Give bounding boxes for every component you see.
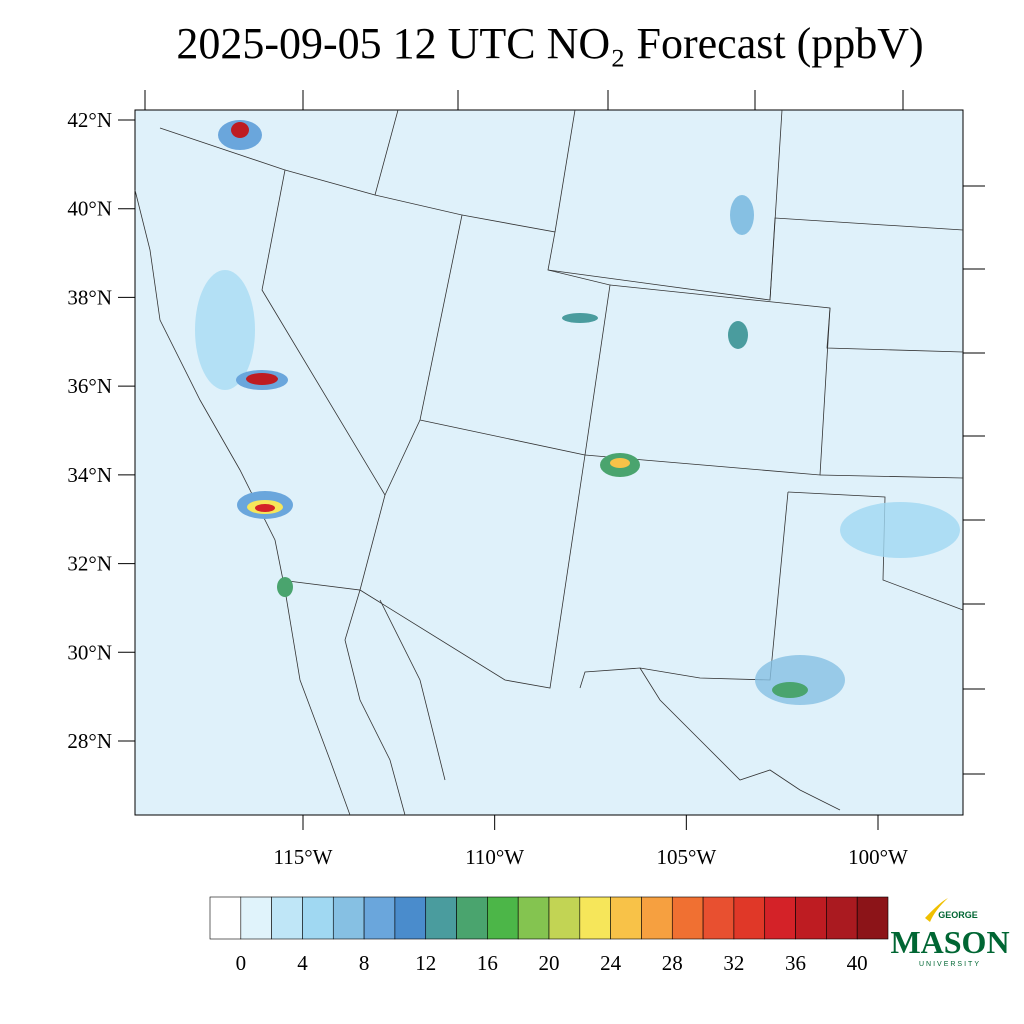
lat-label: 42°N	[67, 108, 112, 132]
colorbar-box	[641, 896, 673, 940]
logo: GEORGE MASON UNIVERSITY	[890, 898, 1010, 968]
colorbar-box	[795, 896, 827, 940]
lon-label: 110°W	[465, 845, 524, 869]
colorbar-box	[856, 896, 889, 940]
lat-label: 40°N	[67, 197, 112, 221]
lat-label: 30°N	[67, 640, 112, 664]
lat-label: 32°N	[67, 552, 112, 576]
colorbar-box	[271, 896, 303, 940]
map-area	[134, 109, 964, 816]
colorbar: 0 4 8 12 16 20 24 28 32 36 40	[209, 896, 889, 975]
colorbar-label: 32	[723, 951, 744, 975]
colorbar-box	[826, 896, 858, 940]
colorbar-label: 16	[477, 951, 498, 975]
lon-label: 100°W	[848, 845, 908, 869]
colorbar-box	[394, 896, 427, 940]
logo-bottom: UNIVERSITY	[919, 961, 981, 968]
colorbar-label: 4	[297, 951, 308, 975]
hotspots	[195, 120, 960, 705]
lat-label: 36°N	[67, 374, 112, 398]
colorbar-box	[733, 896, 766, 940]
colorbar-label: 40	[847, 951, 868, 975]
colorbar-label: 36	[785, 951, 806, 975]
axes: 42°N 40°N 38°N 36°N 34°N 32°N 30°N 28°N 115°W 110…	[67, 90, 985, 869]
colorbar-box	[548, 896, 581, 940]
colorbar-box	[456, 896, 488, 940]
colorbar-box	[425, 896, 457, 940]
colorbar-box	[487, 896, 519, 940]
lat-label: 38°N	[67, 285, 112, 309]
colorbar-label: 8	[359, 951, 370, 975]
colorbar-box	[702, 896, 735, 940]
boundaries	[134, 109, 964, 816]
colorbar-label: 24	[600, 951, 622, 975]
colorbar-label: 12	[415, 951, 436, 975]
colorbar-box	[671, 896, 704, 940]
colorbar-box	[302, 896, 334, 940]
colorbar-box	[332, 896, 365, 940]
lat-label: 34°N	[67, 463, 112, 487]
lat-label: 28°N	[67, 729, 112, 753]
title: 2025-09-05 12 UTC NO₂ Forecast (ppbV)	[176, 19, 923, 68]
logo-top: GEORGE	[938, 910, 978, 920]
colorbar-box	[517, 896, 550, 940]
colorbar-box	[579, 896, 611, 940]
colorbar-box	[764, 896, 796, 940]
colorbar-label: 0	[236, 951, 247, 975]
colorbar-box	[610, 896, 642, 940]
colorbar-label: 20	[539, 951, 560, 975]
logo-name: MASON	[890, 924, 1009, 960]
colorbar-label: 28	[662, 951, 683, 975]
colorbar-box	[209, 896, 242, 940]
colorbar-box	[240, 896, 272, 940]
lon-label: 115°W	[274, 845, 333, 869]
lon-label: 105°W	[656, 845, 716, 869]
colorbar-box	[363, 896, 396, 940]
